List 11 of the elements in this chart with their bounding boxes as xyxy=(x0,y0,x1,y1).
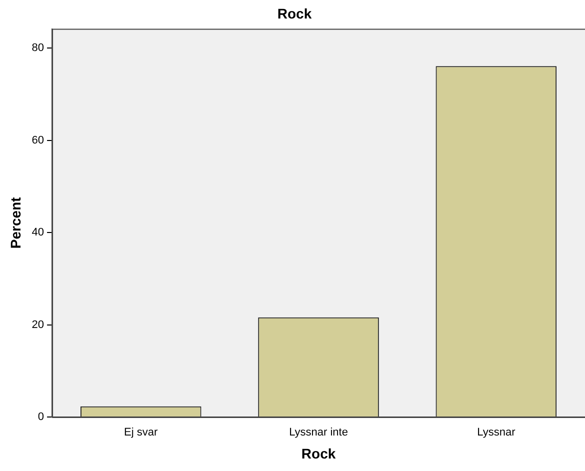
y-tick-label: 40 xyxy=(32,226,44,239)
x-tick-label: Lyssnar inte xyxy=(289,426,348,439)
y-axis-title: Percent xyxy=(7,196,24,249)
y-tick-label: 80 xyxy=(32,42,44,54)
y-tick-label: 20 xyxy=(32,318,44,331)
x-tick-label: Ej svar xyxy=(124,426,158,439)
y-tick-label: 0 xyxy=(38,411,44,424)
chart-title: Rock xyxy=(277,5,312,22)
y-tick-label: 60 xyxy=(32,134,44,146)
x-tick-label: Lyssnar xyxy=(477,426,516,439)
x-axis-title: Rock xyxy=(301,445,336,462)
